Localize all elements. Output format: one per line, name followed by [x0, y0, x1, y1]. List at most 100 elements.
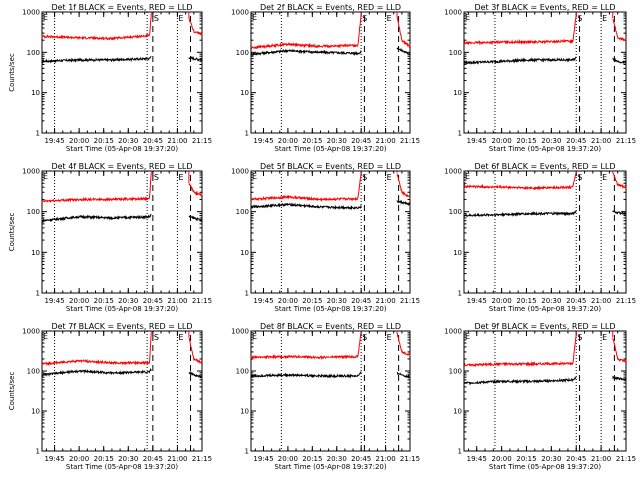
panel-6-xtick-label: 19:45: [467, 297, 487, 305]
panel-7-ytick-label: 10: [31, 408, 40, 416]
panel-4-xtick-label: 20:45: [143, 297, 163, 305]
panel-5-series-events-after-gap: [396, 199, 411, 206]
panel-9-corner-marker: E: [465, 332, 470, 341]
panel-8-xtick-label: 20:45: [351, 455, 371, 463]
panel-5-ytick-label: 10: [240, 249, 249, 257]
panel-9-title: Det 9f BLACK = Events, RED = LLD: [474, 322, 615, 331]
panel-5-corner-marker: E: [252, 172, 257, 181]
panel-5-start-marker: S: [362, 173, 367, 182]
panel-9-xlabel: Start Time (05-Apr-08 19:37:20): [489, 463, 601, 471]
panel-6-xtick-label: 20:15: [516, 297, 536, 305]
panel-8-series-events: [250, 371, 362, 379]
panel-1-xtick-label: 19:45: [44, 137, 64, 145]
panel-3-series-events: [463, 56, 577, 65]
panel-1-ytick-label: 1000: [22, 9, 40, 17]
panel-3-xtick-label: 20:45: [566, 137, 586, 145]
panel-8-xtick-label: 19:45: [253, 455, 273, 463]
panel-9-start-marker: S: [577, 333, 582, 342]
panel-4: Det 4f BLACK = Events, RED = LLD 1 10 100 10…: [8, 162, 212, 313]
panel-3-series-lld-after-gap: [612, 18, 627, 42]
panel-2-ytick-label: 1: [245, 130, 249, 138]
panel-3-corner-marker: E: [465, 13, 470, 22]
panel-8-xtick-label: 20:30: [327, 455, 347, 463]
panel-7-xtick-label: 21:15: [192, 455, 212, 463]
panel-6-xlabel: Start Time (05-Apr-08 19:37:20): [489, 305, 601, 313]
panel-2-axes-frame: [250, 11, 411, 134]
panel-5-title: Det 5f BLACK = Events, RED = LLD: [260, 162, 401, 171]
panel-7-series-lld: [41, 331, 152, 367]
panel-6-end-marker: E: [602, 173, 607, 182]
panel-4-xlabel: Start Time (05-Apr-08 19:37:20): [66, 305, 178, 313]
panel-7: Det 7f BLACK = Events, RED = LLD 1 10 100 10…: [8, 322, 212, 471]
panel-2-corner-marker: E: [252, 13, 257, 22]
panel-7-title: Det 7f BLACK = Events, RED = LLD: [51, 322, 192, 331]
panel-1-xtick-label: 21:15: [192, 137, 212, 145]
panel-9-xtick-label: 20:00: [492, 455, 512, 463]
panel-5-xlabel: Start Time (05-Apr-08 19:37:20): [274, 305, 386, 313]
panel-2-ytick-label: 100: [236, 49, 249, 57]
panel-7-xtick-label: 20:30: [118, 455, 138, 463]
panel-4-corner-marker: E: [43, 172, 48, 181]
panel-2-xtick-label: 19:45: [253, 137, 273, 145]
panel-3-axes-frame: [463, 11, 627, 134]
panel-6-ytick-label: 10: [453, 249, 462, 257]
panel-5-series-events: [250, 202, 362, 211]
panel-2-xtick-label: 20:30: [327, 137, 347, 145]
panel-1-corner-marker: E: [43, 13, 48, 22]
panel-8-corner-marker: E: [252, 332, 257, 341]
panel-8-title: Det 8f BLACK = Events, RED = LLD: [260, 322, 401, 331]
panel-6-series-lld: [463, 170, 577, 191]
panel-6-corner-marker: E: [465, 172, 470, 181]
panel-3-xlabel: Start Time (05-Apr-08 19:37:20): [489, 145, 601, 153]
panel-1-xtick-label: 20:45: [143, 137, 163, 145]
panel-6-series-events-after-gap: [612, 210, 627, 216]
panel-2-series-lld-after-gap: [396, 15, 411, 49]
panel-5-xtick-label: 21:00: [375, 297, 395, 305]
panel-3-ytick-label: 100: [449, 49, 462, 57]
panel-9-end-marker: E: [602, 333, 607, 342]
panel-3-start-marker: S: [577, 14, 582, 23]
panel-3-xtick-label: 19:45: [467, 137, 487, 145]
panel-1-ylabel: Counts/sec: [8, 53, 16, 92]
panel-8-end-marker: E: [387, 333, 392, 342]
panel-2-xtick-label: 21:15: [400, 137, 420, 145]
panel-5-axes-frame: [250, 170, 411, 294]
panel-6-title: Det 6f BLACK = Events, RED = LLD: [474, 162, 615, 171]
panel-7-ytick-label: 1: [36, 448, 40, 456]
panel-1: Det 1f BLACK = Events, RED = LLD 1 10 100 10…: [8, 3, 212, 153]
panel-8-xtick-label: 21:15: [400, 455, 420, 463]
panel-9-ytick-label: 1000: [444, 328, 462, 336]
panel-9-series-lld: [463, 331, 577, 368]
panel-7-axes-frame: [41, 330, 203, 452]
panel-9-ytick-label: 100: [449, 368, 462, 376]
panel-9-xtick-label: 21:00: [591, 455, 611, 463]
panel-1-series-lld-after-gap: [188, 17, 203, 36]
panel-1-xtick-label: 21:00: [167, 137, 187, 145]
panel-2-xtick-label: 20:45: [351, 137, 371, 145]
panel-4-xtick-label: 21:00: [167, 297, 187, 305]
panel-7-start-marker: S: [154, 333, 159, 342]
panel-6-ytick-label: 1000: [444, 168, 462, 176]
panel-4-ytick-label: 10: [31, 249, 40, 257]
panel-7-xtick-label: 21:00: [167, 455, 187, 463]
panel-3-series-events-after-gap: [612, 57, 627, 65]
panel-5-xtick-label: 20:45: [351, 297, 371, 305]
panel-8-series-lld-after-gap: [396, 332, 411, 356]
panel-5-end-marker: E: [387, 173, 392, 182]
panel-2-xlabel: Start Time (05-Apr-08 19:37:20): [274, 145, 386, 153]
panel-4-xtick-label: 20:15: [94, 297, 114, 305]
panel-8-start-marker: S: [362, 333, 367, 342]
panel-1-end-marker: E: [178, 14, 183, 23]
panel-5-ytick-label: 1000: [231, 168, 249, 176]
panel-8-ytick-label: 10: [240, 408, 249, 416]
panel-3-xtick-label: 21:00: [591, 137, 611, 145]
panel-8-xtick-label: 20:00: [278, 455, 298, 463]
panel-4-ylabel: Counts/sec: [8, 213, 16, 252]
panel-1-ytick-label: 100: [27, 49, 40, 57]
panel-2-xtick-label: 20:15: [302, 137, 322, 145]
panel-8-xtick-label: 21:00: [375, 455, 395, 463]
panel-2-xtick-label: 21:00: [375, 137, 395, 145]
panel-5-xtick-label: 20:15: [302, 297, 322, 305]
panel-8-series-lld: [250, 330, 362, 361]
panel-4-xtick-label: 19:45: [44, 297, 64, 305]
